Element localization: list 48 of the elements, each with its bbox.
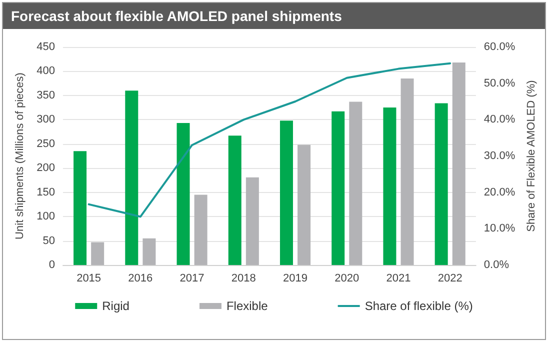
y2-tick-label: 30.0% (484, 150, 516, 162)
bar (349, 102, 362, 265)
legend-label: Share of flexible (%) (364, 299, 473, 313)
bar (434, 103, 448, 265)
bar (142, 238, 156, 265)
x-tick-label: 2015 (76, 272, 102, 284)
bar (176, 123, 190, 265)
y2-tick-label: 50.0% (484, 77, 516, 90)
bar (400, 78, 414, 265)
x-tick-label: 2020 (334, 272, 360, 284)
bar (246, 177, 259, 265)
y-tick-label: 250 (36, 138, 55, 150)
y-tick-label: 150 (36, 186, 55, 198)
y2-tick-label: 10.0% (484, 222, 516, 235)
y2-axis-title: Share of Flexible AMOLED (%) (526, 80, 538, 232)
y2-tick-label: 40.0% (484, 114, 516, 126)
y-tick-label: 300 (36, 114, 55, 126)
x-tick-label: 2017 (180, 272, 204, 284)
y2-tick-label: 60.0% (484, 41, 516, 53)
x-tick-label: 2016 (128, 272, 153, 284)
legend-label: Flexible (226, 299, 268, 313)
y2-tick-label: 0.0% (484, 259, 510, 271)
bar (228, 136, 242, 265)
x-tick-label: 2022 (438, 272, 462, 284)
bar (194, 194, 208, 265)
y-tick-label: 350 (36, 89, 55, 102)
y-axis-title: Unit shipments (Millions of pieces) (14, 72, 26, 240)
y-tick-label: 200 (36, 162, 55, 174)
y-tick-label: 400 (36, 65, 55, 78)
y-tick-label: 450 (36, 41, 55, 53)
y-tick-label: 50 (42, 234, 55, 247)
bar (452, 62, 466, 265)
bar (332, 111, 345, 265)
bar (74, 151, 87, 265)
chart-title: Forecast about flexible AMOLED panel shipments (3, 3, 545, 29)
x-tick-label: 2018 (231, 272, 256, 284)
bar (280, 120, 293, 265)
legend-label: Rigid (102, 299, 130, 313)
x-tick-label: 2019 (283, 272, 308, 284)
bar (91, 242, 104, 265)
line-series (88, 62, 452, 218)
y2-tick-label: 20.0% (484, 186, 516, 198)
bar (125, 90, 138, 265)
x-tick-label: 2021 (386, 272, 411, 284)
bar (298, 144, 311, 265)
y-tick-label: 100 (36, 210, 55, 223)
y-tick-label: 0 (48, 259, 55, 271)
bar (383, 108, 396, 265)
